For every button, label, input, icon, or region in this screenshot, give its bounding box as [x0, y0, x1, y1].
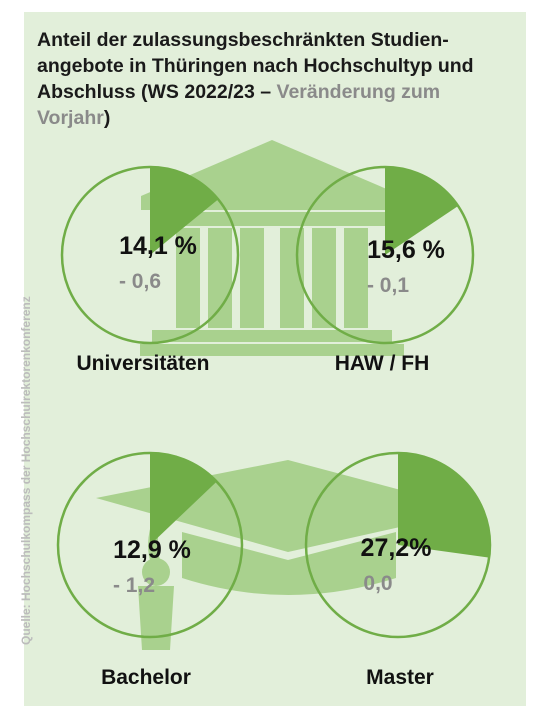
category-label: Master: [366, 666, 434, 689]
value-label: 14,1 %: [119, 232, 197, 260]
pie-bachelor: 12,9 % - 1,2 Bachelor: [56, 451, 244, 689]
chart-title: Anteil der zulassungsbeschränkten Studie…: [37, 27, 507, 131]
value-label: 15,6 %: [367, 236, 445, 264]
title-main: Anteil der zulassungsbeschränkten Studie…: [37, 29, 474, 103]
title-end: ): [103, 107, 111, 129]
change-label: 0,0: [363, 572, 392, 595]
pie-slice: [150, 167, 219, 255]
pie-slice: [150, 453, 217, 545]
title-highlight: Veränderung zum Vorjahr: [37, 81, 441, 129]
category-label: Universitäten: [76, 352, 209, 375]
change-label: - 1,2: [113, 574, 155, 597]
value-label: 27,2%: [361, 534, 432, 562]
pie-slice: [398, 453, 490, 558]
category-label: Bachelor: [101, 666, 191, 689]
change-label: - 0,1: [367, 274, 409, 297]
change-label: - 0,6: [119, 270, 161, 293]
pie-universitaeten: 14,1 % - 0,6 Universitäten: [60, 165, 240, 375]
pie-charts: 14,1 % - 0,6 Universitäten 15,6 % - 0,1 HAW /…: [56, 165, 492, 689]
pie-haw-fh: 15,6 % - 0,1 HAW / FH: [295, 165, 475, 375]
pie-master: 27,2% 0,0 Master: [304, 451, 492, 689]
pie-slice: [385, 167, 459, 255]
category-label: HAW / FH: [335, 352, 430, 375]
value-label: 12,9 %: [113, 536, 191, 564]
